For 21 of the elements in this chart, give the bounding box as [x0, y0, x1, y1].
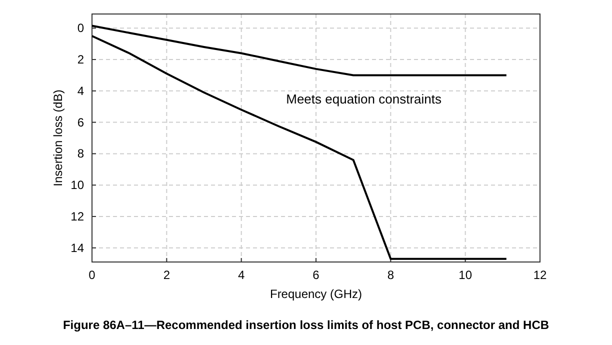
- x-tick-label: 6: [312, 268, 320, 282]
- x-tick-label: 12: [533, 268, 547, 282]
- line-series: [91, 24, 508, 76]
- y-tick-label: 10: [70, 178, 84, 192]
- y-tick-label: 4: [77, 84, 84, 98]
- y-tick-label: 0: [77, 21, 84, 36]
- y-tick-label: 2: [77, 52, 84, 67]
- x-axis-title: Frequency (GHz): [270, 287, 362, 301]
- y-tick-label: 14: [70, 240, 84, 255]
- x-tick-label: 8: [387, 268, 394, 282]
- y-axis-title: Insertion loss (dB): [51, 90, 65, 186]
- x-tick-label: 10: [458, 268, 472, 282]
- line-series: [91, 34, 508, 260]
- x-tick-label: 0: [88, 268, 96, 282]
- y-tick-label: 6: [77, 115, 84, 130]
- y-tick-label: 12: [70, 209, 84, 224]
- annotation: Meets equation constraints: [286, 91, 442, 106]
- x-tick-label: 2: [163, 268, 170, 282]
- y-tick-label: 8: [77, 146, 84, 161]
- text: Figure 86A–11—Recommended insertion loss limits of host PCB, connector and HCB: [62, 318, 550, 332]
- x-tick-label: 4: [238, 268, 245, 282]
